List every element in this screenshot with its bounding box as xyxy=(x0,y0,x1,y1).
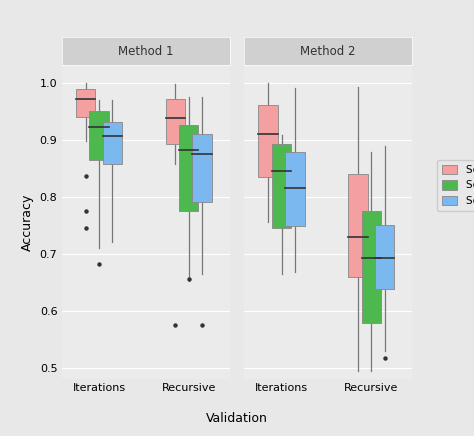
Bar xyxy=(375,225,394,289)
Y-axis label: Accuracy: Accuracy xyxy=(21,194,34,251)
Text: Method 2: Method 2 xyxy=(301,45,356,58)
Bar xyxy=(272,144,291,228)
Text: Validation: Validation xyxy=(206,412,268,425)
Bar xyxy=(362,211,381,324)
Bar xyxy=(89,111,109,160)
Bar xyxy=(192,134,212,202)
Bar xyxy=(179,125,199,211)
Bar xyxy=(285,152,305,226)
Bar xyxy=(76,89,95,117)
Bar xyxy=(165,99,185,144)
Legend: Scenario 1, Scenario 2, Scenario 3: Scenario 1, Scenario 2, Scenario 3 xyxy=(437,160,474,211)
Bar xyxy=(348,174,367,276)
Text: Method 1: Method 1 xyxy=(118,45,173,58)
Bar xyxy=(258,106,278,177)
Bar xyxy=(103,123,122,164)
